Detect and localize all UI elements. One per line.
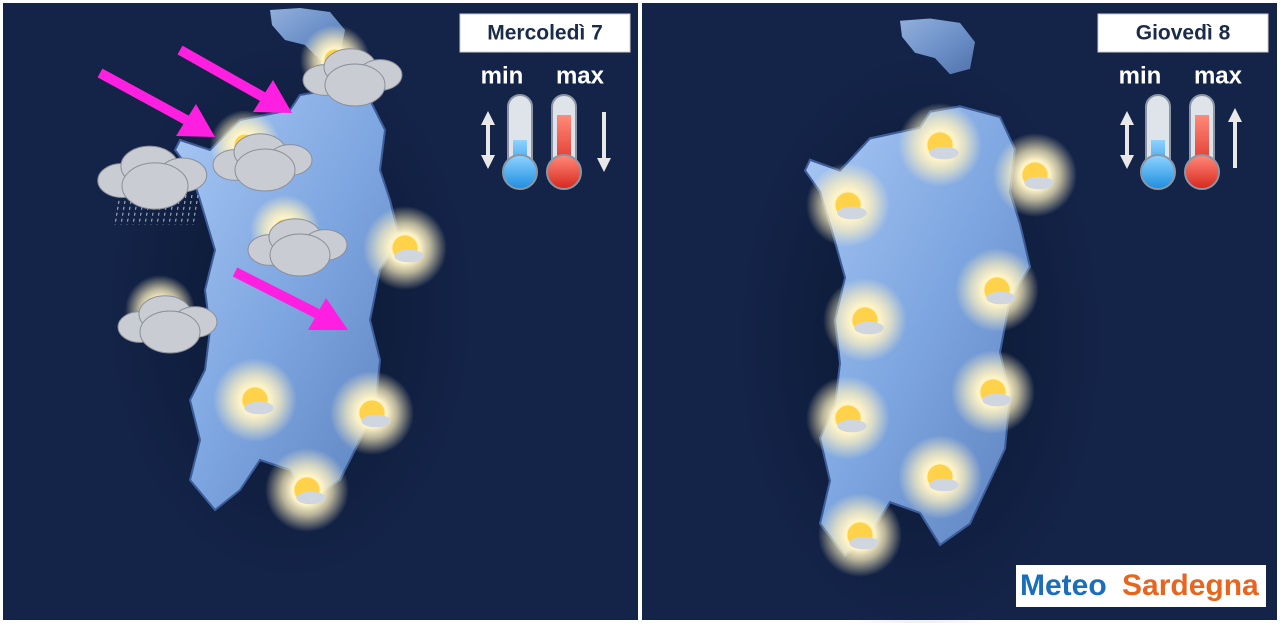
trend-arrow [597,112,611,172]
sun-icon [806,163,890,247]
logo-word: Meteo [1020,569,1107,602]
sun-icon [330,371,414,455]
sun-icon [955,248,1039,332]
max-label: max [556,62,605,89]
weather-icons [97,25,1077,577]
max-label: max [1194,62,1243,89]
trend-arrow [481,111,495,169]
sun-icon [898,435,982,519]
trend-arrow [1228,108,1242,168]
cloud-icon [212,133,313,192]
thermometer [1140,94,1176,190]
sun-icon [823,278,907,362]
cloud-icon [97,145,208,226]
min-label: min [1119,62,1162,89]
day-label: Mercoledì 7 [487,22,603,45]
arrows [97,45,348,330]
thermometer [1184,94,1220,190]
thermometer [502,94,538,190]
cloud-icon [302,48,403,107]
cloud-icon [117,295,218,354]
sun-icon [993,133,1077,217]
logo-word: Sardegna [1122,569,1259,602]
cloud-icon [247,218,348,277]
min-label: min [481,62,524,89]
trend-arrow [1120,111,1134,169]
thermometer [546,94,582,190]
legend-left: Mercoledì 7 min max [459,13,631,89]
day-label: Giovedì 8 [1136,22,1231,45]
sun-icon [265,448,349,532]
sun-icon [363,206,447,290]
sun-icon [951,350,1035,434]
sun-icon [806,376,890,460]
legend-right: Giovedì 8 min max [1097,13,1269,89]
sun-icon [818,493,902,577]
sun-icon [898,103,982,187]
sun-icon [213,358,297,442]
logo: Meteo Sardegna [1016,565,1266,607]
